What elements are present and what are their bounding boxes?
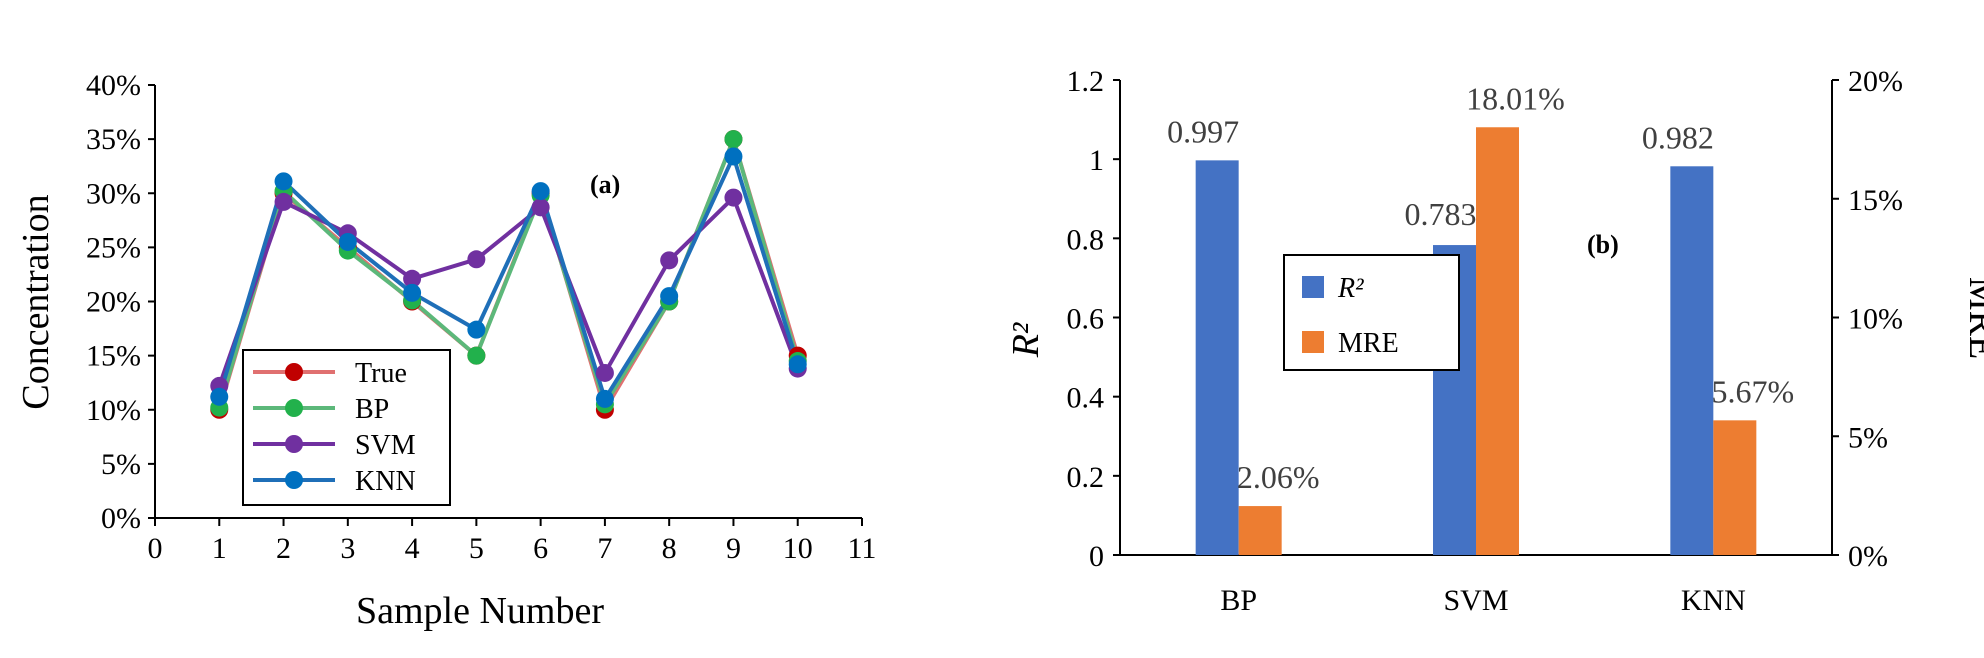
- x-tick-label: 3: [340, 532, 355, 565]
- data-point-knn: [274, 172, 293, 191]
- x-tick-label: 10: [783, 532, 813, 565]
- y-tick-label: 10%: [86, 394, 141, 427]
- data-point-knn: [338, 232, 357, 251]
- legend-marker-bp: [285, 399, 303, 417]
- data-point-knn: [660, 287, 679, 306]
- x-category-label: BP: [1220, 584, 1257, 617]
- left-tick-label: 0.2: [1067, 461, 1105, 494]
- x-axis-title: Sample Number: [356, 590, 604, 632]
- legend-swatch-r2: [1302, 276, 1324, 298]
- y-tick-label: 5%: [101, 448, 141, 481]
- right-tick-label: 5%: [1848, 421, 1888, 454]
- legend-marker-knn: [285, 471, 303, 489]
- left-tick-label: 0.4: [1067, 382, 1105, 415]
- data-label-r2-svm: 0.783: [1405, 196, 1477, 232]
- panel-label-b: (b): [1587, 230, 1619, 259]
- data-point-knn: [210, 387, 229, 406]
- bar-chart-panel: 0 0.2 0.4 0.6 0.8 1 1.2 0% 5% 10% 15% 20% 0.997 2.0…: [1005, 65, 1984, 617]
- left-tick-label: 1: [1089, 144, 1104, 177]
- data-point-svm: [531, 198, 550, 217]
- legend-label-svm: SVM: [355, 430, 416, 461]
- data-label-mre-knn: 5.67%: [1712, 373, 1795, 409]
- left-tick-label: 0: [1089, 540, 1104, 573]
- x-tick-label: 11: [848, 532, 877, 565]
- right-axis-title: MRE: [1961, 277, 1984, 359]
- left-tick-label: 1.2: [1067, 65, 1105, 98]
- line-chart-panel: 0% 5% 10% 15% 20% 25% 30% 35% 40% 0 1 2 3 4 5 6 7 8 9 10 11…: [15, 69, 876, 632]
- legend: True BP SVM KNN: [242, 349, 451, 506]
- data-point-svm: [467, 250, 486, 269]
- x-tick-label: 9: [726, 532, 741, 565]
- bar-mre-bp: [1238, 506, 1282, 555]
- data-point-svm: [660, 251, 679, 270]
- data-label-r2-bp: 0.997: [1167, 113, 1239, 149]
- legend-marker-true: [285, 363, 303, 381]
- y-tick-label: 40%: [86, 69, 141, 102]
- x-tick-label: 1: [212, 532, 227, 565]
- x-tick-label: 8: [662, 532, 677, 565]
- legend-label-mre: MRE: [1338, 328, 1399, 359]
- data-label-r2-knn: 0.982: [1642, 119, 1714, 155]
- bar-r2-bp: [1195, 160, 1239, 555]
- left-axis-title: R²: [1005, 322, 1047, 358]
- y-tick-label: 15%: [86, 340, 141, 373]
- y-tick-label: 25%: [86, 231, 141, 264]
- legend-swatch-mre: [1302, 331, 1324, 353]
- legend-label-true: True: [355, 358, 407, 389]
- x-category-label: KNN: [1681, 584, 1746, 617]
- legend-label-bp: BP: [355, 394, 389, 425]
- bar-mre-svm: [1476, 127, 1519, 555]
- data-label-mre-svm: 18.01%: [1466, 80, 1565, 116]
- series-line-bp: [217, 132, 800, 410]
- data-point-svm: [403, 269, 422, 288]
- data-label-mre-bp: 2.06%: [1237, 459, 1320, 495]
- data-point-knn: [595, 389, 614, 408]
- left-tick-label: 0.6: [1067, 303, 1105, 336]
- data-point-bp: [467, 346, 486, 365]
- y-tick-label: 20%: [86, 286, 141, 319]
- y-tick-label: 30%: [86, 177, 141, 210]
- x-tick-label: 7: [597, 532, 612, 565]
- panel-label-a: (a): [590, 170, 620, 199]
- data-point-knn: [788, 355, 807, 374]
- data-point-bp: [724, 130, 743, 149]
- left-tick-label: 0.8: [1067, 223, 1105, 256]
- bar-mre-knn: [1713, 420, 1757, 555]
- data-point-svm: [724, 188, 743, 207]
- series-line-knn: [217, 150, 800, 404]
- right-tick-label: 15%: [1848, 184, 1903, 217]
- legend-label-r2: R²: [1337, 273, 1364, 304]
- y-tick-label: 0%: [101, 502, 141, 535]
- data-point-svm: [595, 363, 614, 382]
- x-tick-label: 5: [469, 532, 484, 565]
- x-tick-label: 2: [276, 532, 291, 565]
- x-tick-label: 4: [405, 532, 420, 565]
- y-axis-title: Concentration: [15, 194, 57, 409]
- right-tick-label: 10%: [1848, 303, 1903, 336]
- y-tick-label: 35%: [86, 123, 141, 156]
- data-point-knn: [724, 147, 743, 166]
- legend-marker-svm: [285, 435, 303, 453]
- data-point-knn: [467, 320, 486, 339]
- x-tick-label: 6: [533, 532, 548, 565]
- right-tick-label: 0%: [1848, 540, 1888, 573]
- data-point-svm: [274, 192, 293, 211]
- x-category-label: SVM: [1443, 584, 1508, 617]
- right-tick-label: 20%: [1848, 65, 1903, 98]
- x-tick-label: 0: [148, 532, 163, 565]
- bar-r2-knn: [1670, 166, 1714, 555]
- legend-label-knn: KNN: [355, 466, 416, 497]
- legend: R² MRE: [1283, 254, 1460, 371]
- data-point-knn: [531, 182, 550, 201]
- data-point-knn: [403, 283, 422, 302]
